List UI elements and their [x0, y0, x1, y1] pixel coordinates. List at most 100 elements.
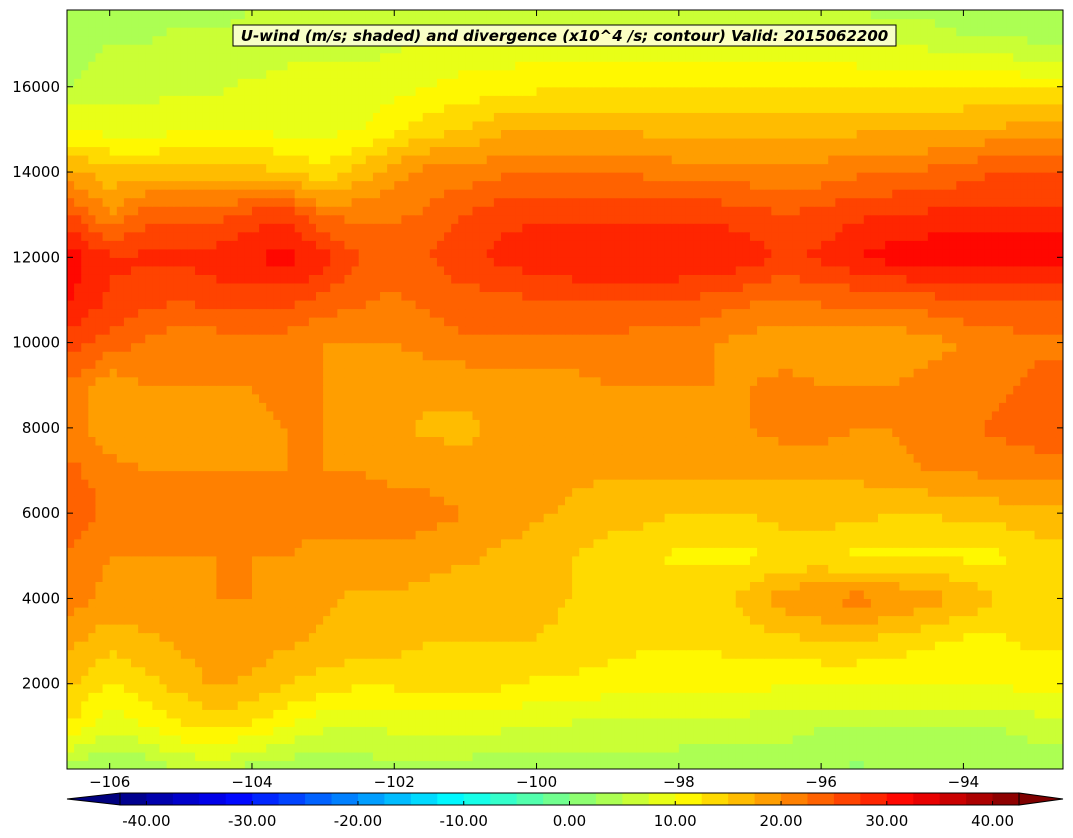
heatmap-cell — [138, 751, 146, 762]
heatmap-cell — [273, 479, 282, 489]
heatmap-cell — [216, 470, 225, 480]
heatmap-cell — [621, 624, 630, 634]
heatmap-cell — [287, 606, 296, 617]
heatmap-cell — [273, 606, 282, 617]
heatmap-cell — [934, 717, 943, 727]
heatmap-cell — [792, 470, 801, 480]
heatmap-cell — [693, 658, 701, 668]
heatmap-cell — [927, 504, 936, 514]
heatmap-cell — [259, 513, 267, 523]
heatmap-cell — [693, 479, 701, 489]
heatmap-cell — [579, 709, 587, 719]
heatmap-cell — [963, 538, 972, 548]
heatmap-cell — [109, 675, 118, 685]
heatmap-cell — [757, 734, 765, 745]
heatmap-cell — [778, 683, 787, 693]
heatmap-cell — [607, 683, 616, 693]
heatmap-cell — [821, 598, 829, 608]
heatmap-cell — [849, 598, 858, 608]
heatmap-cell — [735, 717, 744, 727]
heatmap-cell — [572, 734, 580, 745]
heatmap-cell — [387, 547, 395, 557]
heatmap-cell — [998, 521, 1007, 531]
heatmap-cell — [913, 751, 922, 762]
heatmap-cell — [244, 598, 253, 608]
heatmap-cell — [380, 496, 388, 506]
heatmap-cell — [380, 760, 388, 769]
heatmap-cell — [913, 513, 922, 523]
heatmap-cell — [678, 564, 687, 574]
heatmap-cell — [991, 538, 1000, 548]
heatmap-cell — [365, 496, 374, 506]
heatmap-cell — [878, 606, 886, 617]
heatmap-cell — [757, 743, 765, 753]
heatmap-cell — [970, 658, 979, 668]
heatmap-cell — [173, 624, 182, 634]
heatmap-cell — [678, 743, 687, 753]
heatmap-cell — [394, 555, 402, 565]
heatmap-cell — [671, 683, 680, 693]
heatmap-cell — [116, 666, 125, 676]
heatmap-cell — [593, 666, 602, 676]
heatmap-cell — [885, 734, 893, 745]
heatmap-cell — [735, 521, 744, 531]
heatmap-cell — [479, 709, 488, 719]
heatmap-cell — [486, 547, 495, 557]
heatmap-cell — [764, 734, 772, 745]
heatmap-cell — [408, 751, 417, 762]
heatmap-cell — [664, 734, 673, 745]
heatmap-cell — [74, 751, 82, 762]
heatmap-cell — [1006, 615, 1014, 625]
heatmap-cell — [536, 692, 545, 702]
heatmap-cell — [870, 717, 879, 727]
heatmap-cell — [131, 581, 139, 591]
heatmap-cell — [1034, 581, 1043, 591]
heatmap-cell — [358, 717, 367, 727]
heatmap-cell — [920, 572, 929, 582]
heatmap-cell — [123, 581, 132, 591]
heatmap-cell — [565, 598, 573, 608]
heatmap-cell — [664, 760, 673, 769]
heatmap-cell — [543, 504, 552, 514]
heatmap-cell — [621, 572, 630, 582]
heatmap-cell — [422, 581, 431, 591]
heatmap-cell — [145, 513, 153, 523]
heatmap-cell — [799, 641, 808, 651]
heatmap-cell — [337, 598, 346, 608]
heatmap-cell — [565, 504, 573, 514]
heatmap-cell — [408, 547, 417, 557]
heatmap-cell — [74, 572, 82, 582]
heatmap-cell — [870, 547, 879, 557]
heatmap-cell — [465, 734, 474, 745]
heatmap-cell — [650, 709, 659, 719]
heatmap-cell — [735, 504, 744, 514]
heatmap-cell — [67, 760, 75, 769]
heatmap-cell — [401, 538, 410, 548]
heatmap-cell — [123, 632, 132, 642]
heatmap-cell — [814, 606, 822, 617]
heatmap-cell — [821, 641, 829, 651]
heatmap-cell — [579, 598, 587, 608]
heatmap-cell — [664, 726, 673, 736]
heatmap-cell — [842, 487, 851, 497]
heatmap-cell — [991, 504, 1000, 514]
heatmap-cell — [451, 461, 459, 472]
heatmap-cell — [266, 572, 274, 582]
heatmap-cell — [372, 547, 381, 557]
heatmap-cell — [145, 581, 153, 591]
heatmap-cell — [693, 666, 701, 676]
heatmap-cell — [991, 564, 1000, 574]
heatmap-cell — [956, 521, 964, 531]
heatmap-cell — [529, 734, 538, 745]
heatmap-cell — [123, 504, 132, 514]
heatmap-cell — [493, 513, 502, 523]
heatmap-cell — [365, 606, 374, 617]
heatmap-cell — [749, 717, 758, 727]
heatmap-cell — [579, 624, 587, 634]
heatmap-cell — [721, 658, 730, 668]
heatmap-cell — [308, 581, 317, 591]
heatmap-cell — [870, 606, 879, 617]
heatmap-cell — [764, 675, 772, 685]
heatmap-cell — [152, 709, 161, 719]
heatmap-cell — [358, 555, 367, 565]
